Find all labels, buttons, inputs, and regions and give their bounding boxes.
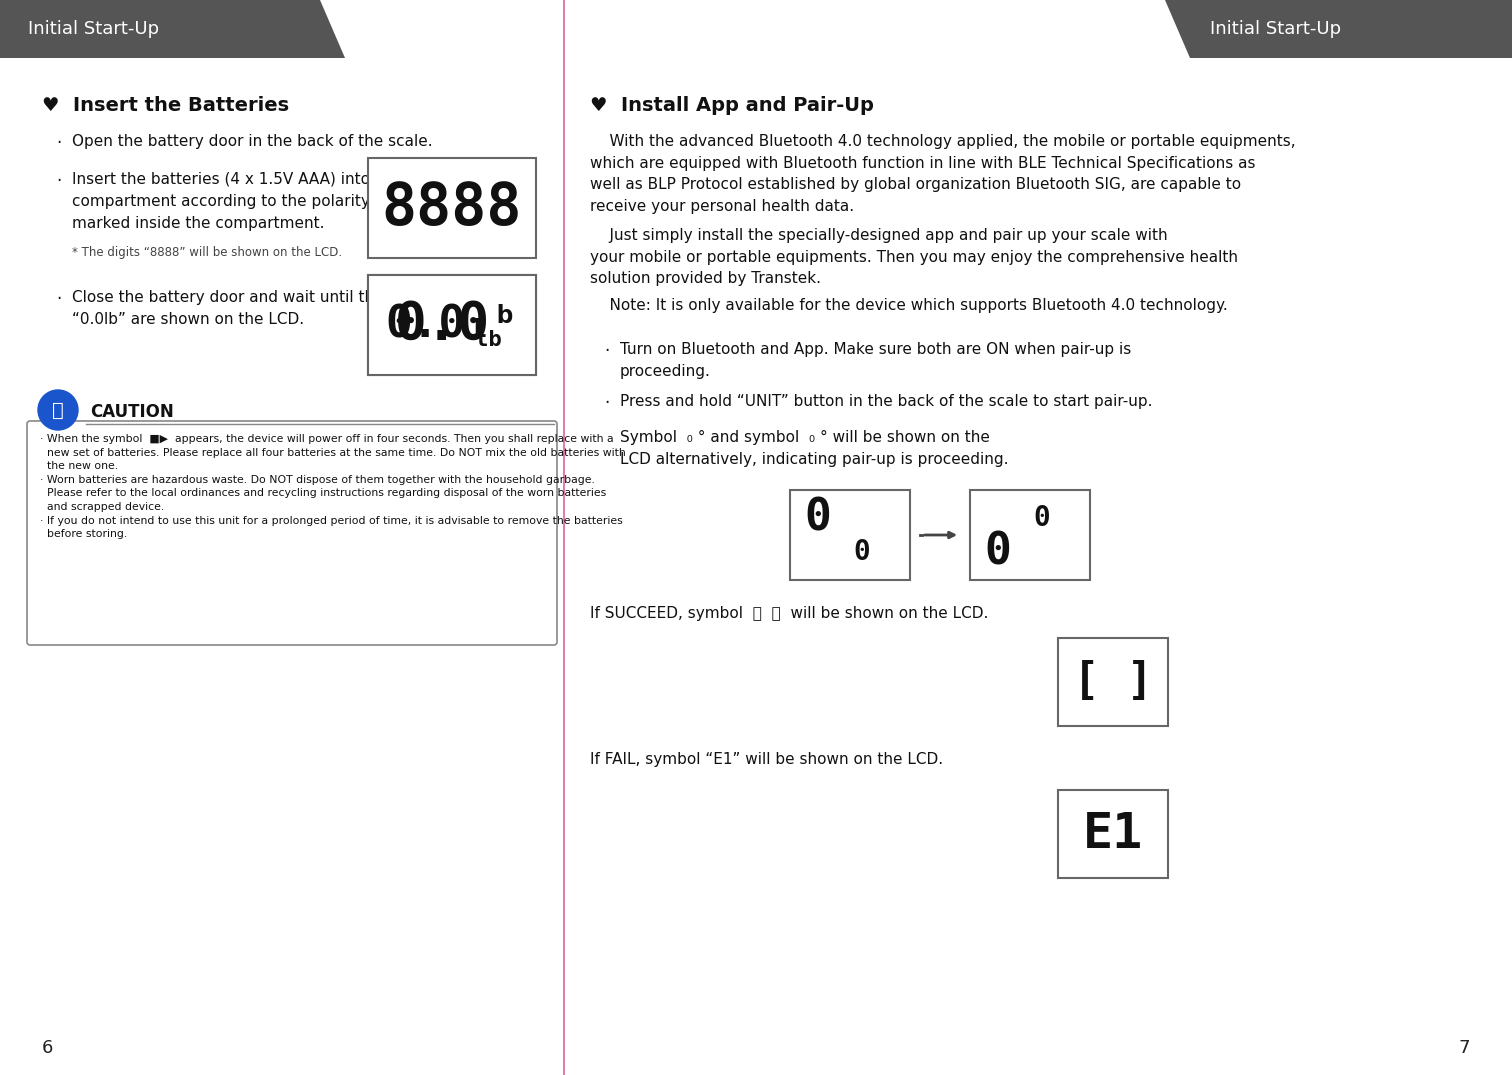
- Text: ♥  Install App and Pair-Up: ♥ Install App and Pair-Up: [590, 96, 874, 115]
- Text: 0.0: 0.0: [395, 299, 490, 352]
- Bar: [789, 490, 910, 581]
- Text: With the advanced Bluetooth 4.0 technology applied, the mobile or portable equip: With the advanced Bluetooth 4.0 technolo…: [590, 134, 1296, 214]
- Text: E1: E1: [1083, 809, 1143, 858]
- Text: CAUTION: CAUTION: [91, 403, 174, 421]
- Text: ·: ·: [56, 134, 62, 152]
- Text: 6: 6: [42, 1040, 53, 1057]
- Bar: [1058, 790, 1167, 878]
- Text: Turn on Bluetooth and App. Make sure both are ON when pair-up is
proceeding.: Turn on Bluetooth and App. Make sure bot…: [620, 342, 1131, 378]
- Text: 0: 0: [854, 538, 871, 567]
- Polygon shape: [0, 0, 345, 58]
- Text: ·: ·: [56, 172, 62, 190]
- Text: Just simply install the specially-designed app and pair up your scale with
your : Just simply install the specially-design…: [590, 228, 1238, 286]
- Text: If FAIL, symbol “E1” will be shown on the LCD.: If FAIL, symbol “E1” will be shown on th…: [590, 752, 943, 766]
- Text: ·: ·: [603, 395, 609, 412]
- Text: ♥  Insert the Batteries: ♥ Insert the Batteries: [42, 96, 289, 115]
- Bar: [367, 275, 535, 375]
- Text: Initial Start-Up: Initial Start-Up: [29, 20, 159, 38]
- Bar: [971, 490, 1090, 581]
- Text: lb: lb: [475, 330, 502, 350]
- Text: * The digits “8888” will be shown on the LCD.: * The digits “8888” will be shown on the…: [73, 246, 342, 259]
- Text: 7: 7: [1459, 1040, 1470, 1057]
- Text: ·: ·: [603, 342, 609, 360]
- Bar: [367, 158, 535, 258]
- Circle shape: [38, 390, 79, 430]
- Bar: [1058, 637, 1167, 726]
- Text: Insert the batteries (4 x 1.5V AAA) into the battery
compartment according to th: Insert the batteries (4 x 1.5V AAA) into…: [73, 172, 461, 231]
- Text: [ ]: [ ]: [1074, 660, 1154, 703]
- Text: If SUCCEED, symbol  ［  ］  will be shown on the LCD.: If SUCCEED, symbol ［ ］ will be shown on …: [590, 606, 989, 621]
- Text: 8888: 8888: [381, 180, 522, 236]
- Text: 0: 0: [804, 497, 832, 540]
- Text: Note: It is only available for the device which supports Bluetooth 4.0 technolog: Note: It is only available for the devic…: [590, 298, 1228, 313]
- Text: 0: 0: [1034, 504, 1051, 532]
- Text: Open the battery door in the back of the scale.: Open the battery door in the back of the…: [73, 134, 432, 149]
- Text: Press and hold “UNIT” button in the back of the scale to start pair-up.: Press and hold “UNIT” button in the back…: [620, 395, 1152, 408]
- Text: Close the battery door and wait until the digits
“0.0lb” are shown on the LCD.: Close the battery door and wait until th…: [73, 290, 431, 327]
- Text: 0: 0: [984, 530, 1012, 573]
- Text: Symbol  ₀ ° and symbol  ₀ ° will be shown on the
LCD alternatively, indicating p: Symbol ₀ ° and symbol ₀ ° will be shown …: [620, 430, 1009, 467]
- Text: ⚹: ⚹: [51, 401, 64, 419]
- FancyBboxPatch shape: [27, 421, 556, 645]
- Text: 0.0ₗᵇ: 0.0ₗᵇ: [386, 303, 519, 346]
- Text: Initial Start-Up: Initial Start-Up: [1210, 20, 1341, 38]
- Bar: [367, 275, 535, 375]
- Text: ·: ·: [56, 290, 62, 309]
- Text: · When the symbol  ■▶  appears, the device will power off in four seconds. Then : · When the symbol ■▶ appears, the device…: [39, 434, 626, 540]
- Polygon shape: [1166, 0, 1512, 58]
